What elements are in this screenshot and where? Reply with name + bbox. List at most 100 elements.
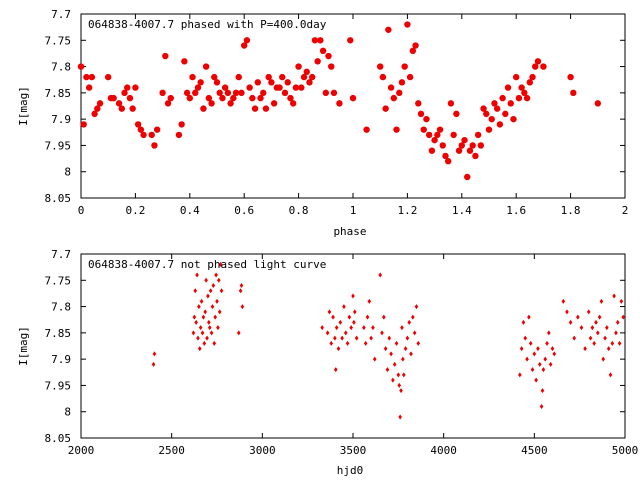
phased-data-point <box>189 73 196 81</box>
unphased-data-point <box>343 330 348 336</box>
phased-data-point <box>232 89 240 97</box>
unphased-data-point <box>194 319 198 325</box>
unphased-data-point <box>218 262 223 268</box>
unphased-data-point <box>548 361 553 367</box>
unphased-data-point <box>362 325 366 331</box>
unphased-data-point <box>525 356 529 362</box>
unphased-data-point <box>367 298 372 304</box>
phased-x-tick-label: 1.2 <box>397 204 417 217</box>
unphased-x-tick-label: 4000 <box>430 444 457 457</box>
unphased-data-point <box>351 293 355 299</box>
phased-data-point <box>91 110 98 118</box>
unphased-data-point <box>352 319 356 325</box>
phased-data-point <box>330 89 338 97</box>
phased-data-points <box>77 21 601 181</box>
unphased-data-point <box>338 319 343 325</box>
phased-data-point <box>567 73 574 81</box>
unphased-x-tick-label: 2000 <box>68 444 95 457</box>
unphased-data-point <box>387 335 392 341</box>
unphased-data-point <box>409 351 413 357</box>
unphased-data-point <box>405 335 410 341</box>
phased-data-point <box>322 89 329 97</box>
phased-data-point <box>192 89 199 97</box>
phased-data-point <box>534 58 542 65</box>
phased-data-point <box>336 100 343 107</box>
phased-data-point <box>281 89 289 97</box>
unphased-data-point <box>614 330 618 336</box>
phased-data-point <box>121 89 128 97</box>
unphased-data-point <box>213 314 217 320</box>
unphased-data-point <box>398 414 402 420</box>
unphased-data-point <box>594 319 598 325</box>
unphased-data-point <box>543 356 548 362</box>
phased-data-point <box>243 37 251 44</box>
unphased-data-point <box>414 304 419 310</box>
unphased-y-tick-label: 8.05 <box>45 432 72 445</box>
phased-y-tick-label: 7.9 <box>51 113 71 126</box>
phased-data-point <box>132 84 139 91</box>
phased-data-point <box>200 105 207 112</box>
unphased-data-point <box>238 288 243 294</box>
phased-data-point <box>148 131 155 139</box>
phased-data-point <box>260 89 267 97</box>
unphased-data-point <box>576 314 580 320</box>
phased-data-point <box>270 100 278 107</box>
unphased-data-point <box>552 351 557 357</box>
unphased-data-point <box>208 288 213 294</box>
phased-data-point <box>83 73 90 81</box>
phased-data-point <box>387 84 395 91</box>
unphased-data-point <box>615 319 620 325</box>
phased-data-point <box>235 73 242 81</box>
phased-x-tick-label: 0.2 <box>125 204 145 217</box>
unphased-data-point <box>365 314 370 320</box>
unphased-data-point <box>197 346 202 352</box>
unphased-data-point <box>532 351 537 357</box>
unphased-x-tick-label: 3000 <box>249 444 276 457</box>
unphased-y-axis-label: I[mag] <box>17 326 30 366</box>
unphased-data-point <box>345 340 350 346</box>
unphased-data-point <box>219 288 224 294</box>
phased-data-point <box>477 142 485 149</box>
unphased-data-point <box>619 298 624 304</box>
phased-y-tick-label: 7.7 <box>51 8 71 21</box>
unphased-data-point <box>152 351 157 357</box>
phased-data-point <box>518 84 525 91</box>
phased-data-point <box>110 94 117 102</box>
unphased-data-point <box>214 272 218 278</box>
phased-data-point <box>420 126 427 133</box>
unphased-x-tick-label: 4500 <box>521 444 548 457</box>
unphased-data-point <box>369 335 373 341</box>
unphased-data-point <box>347 314 352 320</box>
phased-data-point <box>439 142 446 149</box>
phased-data-point <box>455 147 463 154</box>
phased-data-point <box>246 84 253 91</box>
unphased-data-point <box>195 272 199 278</box>
phased-data-point <box>159 89 166 97</box>
phased-data-point <box>303 68 310 76</box>
phased-data-point <box>472 152 479 160</box>
unphased-data-point <box>202 340 207 346</box>
phased-data-point <box>431 136 438 144</box>
phased-y-axis-label: I[mag] <box>17 86 30 126</box>
phased-x-tick-label: 0.6 <box>234 204 254 217</box>
phased-data-point <box>227 100 234 107</box>
phased-data-point <box>401 63 408 70</box>
unphased-x-tick-label: 2500 <box>158 444 185 457</box>
unphased-data-point <box>612 293 616 299</box>
phased-data-point <box>186 94 193 102</box>
unphased-data-point <box>565 309 569 315</box>
unphased-data-point <box>568 319 573 325</box>
unphased-data-point <box>586 309 591 315</box>
unphased-data-point <box>372 356 377 362</box>
phased-y-tick-label: 7.8 <box>51 61 71 74</box>
phased-data-point <box>445 158 452 165</box>
phased-data-point <box>265 73 272 81</box>
phased-data-point <box>423 115 430 123</box>
unphased-data-point <box>236 330 241 336</box>
unphased-data-point <box>340 335 344 341</box>
phased-data-point <box>276 84 283 91</box>
unphased-data-point <box>336 346 341 352</box>
unphased-y-tick-label: 8 <box>64 406 71 419</box>
unphased-data-point <box>240 304 245 310</box>
